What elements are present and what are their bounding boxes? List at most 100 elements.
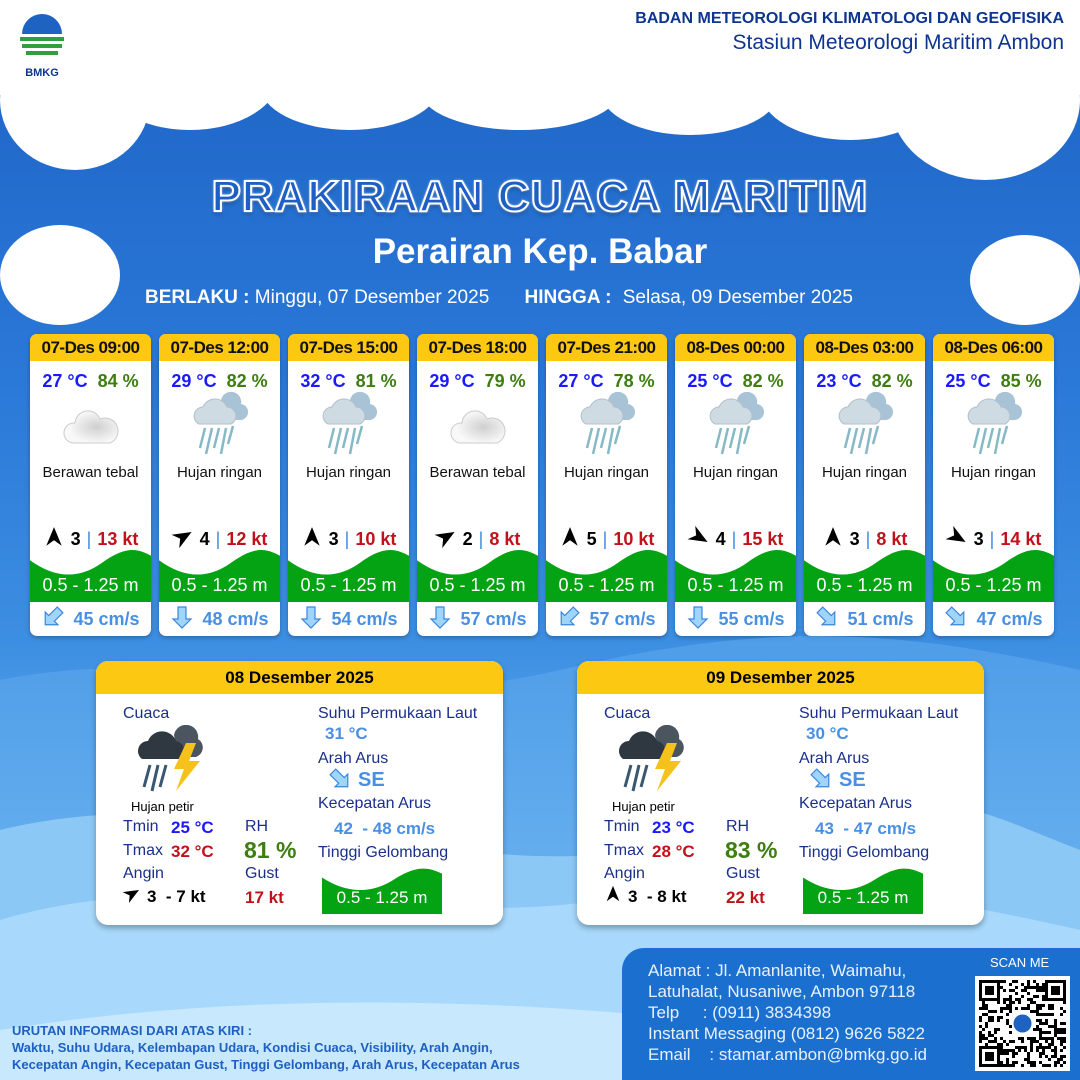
- divider: |: [86, 529, 92, 549]
- bmkg-logo: BMKG: [14, 12, 70, 79]
- wind-direction-arrow-icon: [434, 526, 457, 553]
- page-title: PRAKIRAAN CUACA MARITIM: [211, 171, 869, 222]
- gust-speed: 12 kt: [226, 529, 268, 549]
- air-temperature: 23 °C: [816, 371, 862, 391]
- current-row: 57 cm/s: [546, 602, 667, 636]
- cloudy-icon: [30, 392, 151, 462]
- wind-range: 3 - 8 kt: [628, 886, 687, 906]
- wind-row: 2 | 8 kt: [417, 526, 538, 553]
- air-temperature: 25 °C: [945, 371, 991, 391]
- wave-height-bar: 0.5 - 1.25 m: [288, 547, 409, 602]
- current-direction-arrow-icon: [686, 605, 710, 634]
- address-line: Alamat : Jl. Amanlanite, Waimahu,: [648, 961, 907, 980]
- wind-row: 4 | 15 kt: [675, 525, 796, 553]
- current-speed: 54 cm/s: [331, 608, 398, 629]
- tmax-label: Tmax: [123, 842, 163, 859]
- wave-height: 0.5 - 1.25 m: [336, 888, 428, 907]
- current-direction-arrow-icon: [299, 605, 323, 634]
- temp-rh: 23 °C 82 %: [804, 371, 925, 392]
- weather-condition: Hujan ringan: [821, 464, 908, 481]
- forecast-card: 08-Des 03:00 23 °C 82 % Hujan ringan 3 | 8…: [804, 334, 925, 636]
- wave-height: 0.5 - 1.25 m: [429, 575, 526, 595]
- current-direction-arrow-icon: [944, 605, 968, 634]
- humidity: 84 %: [97, 371, 139, 391]
- air-temperature: 27 °C: [42, 371, 88, 391]
- divider: |: [865, 529, 871, 549]
- cloud: [890, 20, 1080, 180]
- wind-speed: 3: [973, 529, 984, 549]
- cloud: [600, 45, 780, 135]
- wave-height: 0.5 - 1.25 m: [687, 575, 784, 595]
- humidity: 82 %: [871, 371, 913, 391]
- current-speed-label: Kecepatan Arus: [318, 795, 431, 812]
- wind-direction-arrow-icon: [301, 526, 323, 553]
- sst-label: Suhu Permukaan Laut: [318, 705, 478, 722]
- cloud: [970, 235, 1080, 325]
- current-direction: SE: [358, 769, 385, 791]
- daily-date: 09 Desember 2025: [577, 661, 984, 694]
- wave-height: 0.5 - 1.25 m: [171, 575, 268, 595]
- wind-direction-arrow-icon: [122, 885, 141, 908]
- forecast-time: 08-Des 00:00: [675, 334, 796, 361]
- humidity: 82 %: [226, 371, 268, 391]
- to-date: Selasa, 09 Desember 2025: [622, 287, 853, 308]
- instant-messaging: Instant Messaging (0812) 9626 5822: [648, 1024, 925, 1043]
- wind-range: 3 - 7 kt: [147, 886, 206, 906]
- from-label: BERLAKU :: [145, 287, 250, 308]
- sst-value: 30 °C: [806, 724, 849, 743]
- current-speed: 51 cm/s: [847, 608, 914, 629]
- air-temperature: 25 °C: [687, 371, 733, 391]
- light-rain-icon: [546, 392, 667, 462]
- cloudy-icon: [417, 392, 538, 462]
- daily-summary-panel: 08 Desember 2025 Cuaca Hujan petir Tmin …: [96, 661, 503, 925]
- humidity: 85 %: [1000, 371, 1042, 391]
- forecast-time: 07-Des 09:00: [30, 334, 151, 361]
- qr-code[interactable]: [975, 976, 1070, 1071]
- current-speed-label: Kecepatan Arus: [799, 795, 912, 812]
- wave-height-bar: 0.5 - 1.25 m: [675, 547, 796, 602]
- forecast-time: 07-Des 18:00: [417, 334, 538, 361]
- tmin-label: Tmin: [604, 818, 640, 835]
- current-speed: 57 cm/s: [589, 608, 656, 629]
- tmax-value: 32 °C: [171, 842, 214, 861]
- forecast-card: 08-Des 06:00 25 °C 85 % Hujan ringan 3 | 1…: [933, 334, 1054, 636]
- weather-condition: Hujan ringan: [950, 464, 1037, 481]
- current-direction-arrow-icon: [428, 605, 452, 634]
- weather-label: Cuaca: [604, 705, 651, 722]
- current-speed-range: 42 - 48 cm/s: [334, 819, 436, 838]
- agency-header: BADAN METEOROLOGI KLIMATOLOGI DAN GEOFIS…: [635, 10, 1064, 55]
- light-rain-icon: [159, 392, 280, 462]
- gust-speed: 15 kt: [742, 529, 784, 549]
- current-direction-label: Arah Arus: [318, 750, 389, 767]
- daily-wind: 3 - 7 kt: [122, 885, 206, 908]
- wind-row: 3 | 10 kt: [288, 526, 409, 553]
- current-direction-label: Arah Arus: [799, 750, 870, 767]
- qr-code-icon: [979, 980, 1066, 1067]
- wind-label: Angin: [123, 865, 164, 882]
- wind-row: 3 | 13 kt: [30, 526, 151, 553]
- forecast-time: 07-Des 21:00: [546, 334, 667, 361]
- logo-text: BMKG: [25, 67, 59, 79]
- wave-height: 0.5 - 1.25 m: [817, 888, 909, 907]
- wave-height-bar: 0.5 - 1.25 m: [417, 547, 538, 602]
- current-row: 57 cm/s: [417, 602, 538, 636]
- current-speed: 47 cm/s: [976, 608, 1043, 629]
- wave-height-bar: 0.5 - 1.25 m: [803, 866, 923, 914]
- legend-line: Waktu, Suhu Udara, Kelembapan Udara, Kon…: [12, 1040, 493, 1055]
- cloud: [100, 20, 280, 130]
- current-direction-arrow-icon: [557, 605, 581, 634]
- current-speed: 48 cm/s: [202, 608, 269, 629]
- current-row: 47 cm/s: [933, 602, 1054, 636]
- forecast-card: 07-Des 21:00 27 °C 78 % Hujan ringan 5 | 1…: [546, 334, 667, 636]
- thunderstorm-icon: [615, 724, 695, 802]
- weather-condition: Hujan petir: [612, 799, 675, 814]
- gust-speed: 10 kt: [613, 529, 655, 549]
- current-speed: 55 cm/s: [718, 608, 785, 629]
- to-label: HINGGA :: [524, 287, 612, 308]
- divider: |: [344, 529, 350, 549]
- email[interactable]: Email : stamar.ambon@bmkg.go.id: [648, 1045, 927, 1064]
- weather-condition: Hujan ringan: [176, 464, 263, 481]
- divider: |: [989, 529, 995, 549]
- wind-label: Angin: [604, 865, 645, 882]
- air-temperature: 29 °C: [171, 371, 217, 391]
